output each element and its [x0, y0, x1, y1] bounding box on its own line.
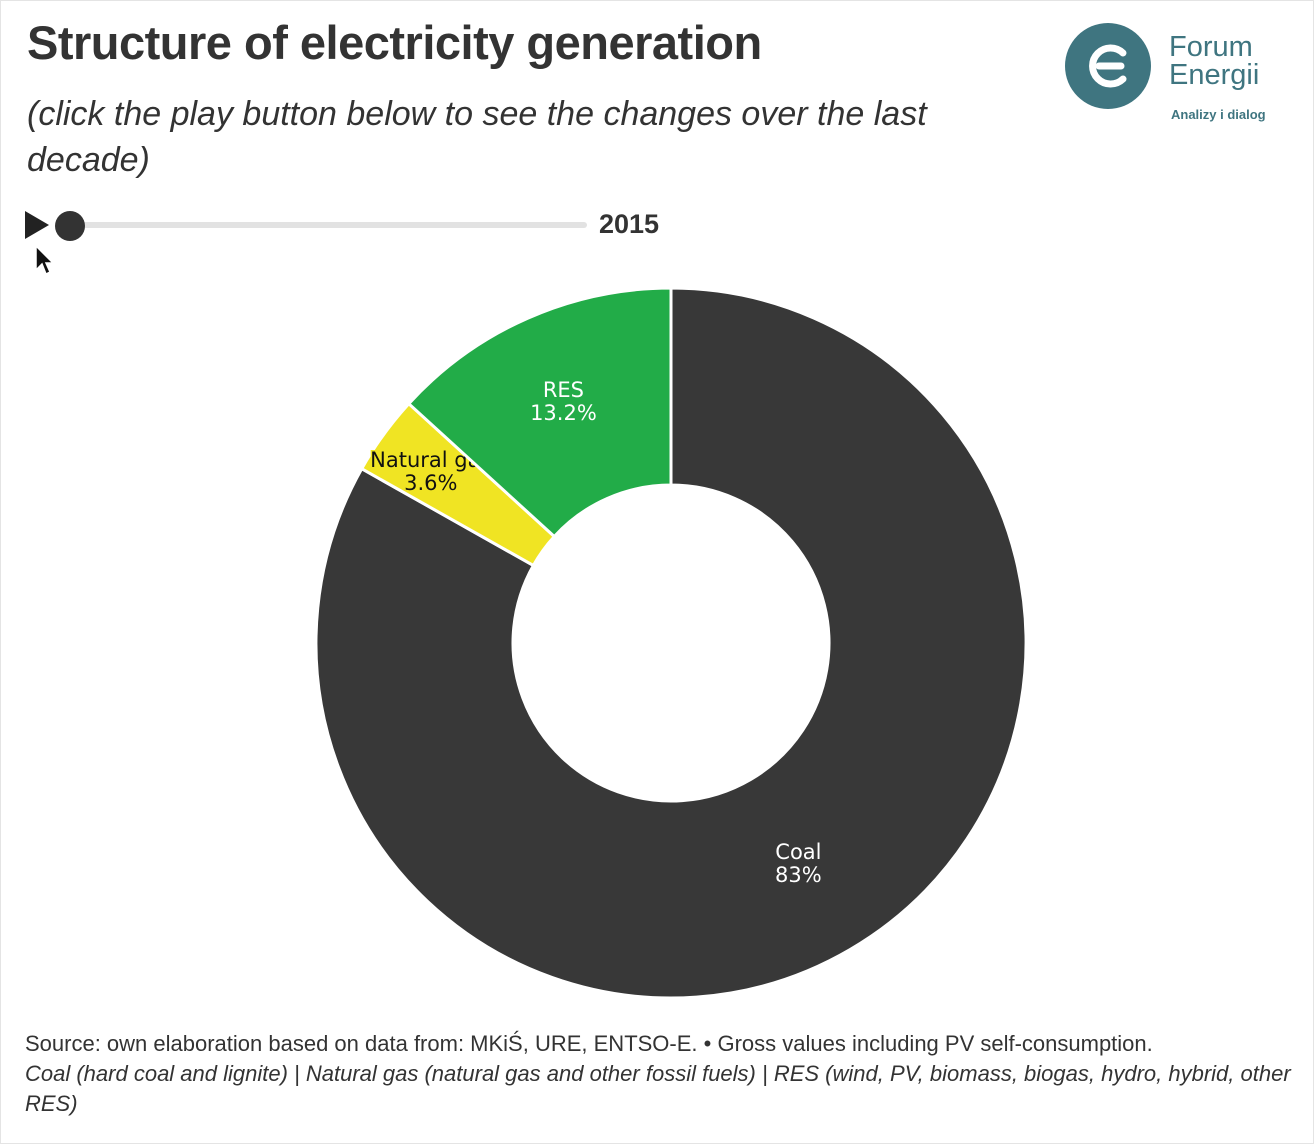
chart-subtitle: (click the play button below to see the …	[27, 95, 927, 179]
source-note: Source: own elaboration based on data fr…	[25, 1031, 1153, 1056]
slice-value-label: 83%	[775, 863, 822, 887]
forum-energii-logo: Forum Energii Analizy i dialog	[1063, 21, 1303, 122]
slice-coal[interactable]	[314, 286, 1028, 1000]
timeline-slider-track[interactable]	[69, 222, 587, 228]
logo-tagline: Analizy i dialog	[1171, 107, 1266, 122]
current-year-label: 2015	[599, 209, 660, 239]
slice-name-label: Coal	[775, 840, 821, 864]
slice-name-label: RES	[543, 378, 584, 402]
logo-name-line2: Energii	[1169, 59, 1260, 91]
slice-value-label: 13.2%	[530, 401, 597, 425]
category-legend-note: Coal (hard coal and lignite) | Natural g…	[25, 1061, 1291, 1116]
logo-wordmark: Forum Energii	[1169, 31, 1260, 91]
timeline-player: 2015	[25, 205, 685, 245]
chart-footer: Source: own elaboration based on data fr…	[25, 1029, 1305, 1119]
slice-res[interactable]	[407, 286, 673, 538]
logo-circle-icon	[1065, 23, 1151, 109]
slice-value-label: 3.6%	[404, 471, 457, 495]
play-icon[interactable]	[25, 211, 49, 239]
mouse-pointer-icon	[35, 244, 55, 282]
timeline-slider-thumb[interactable]	[55, 211, 85, 241]
chart-title: Structure of electricity generation	[27, 16, 762, 69]
logo-name-line1: Forum	[1169, 31, 1253, 63]
